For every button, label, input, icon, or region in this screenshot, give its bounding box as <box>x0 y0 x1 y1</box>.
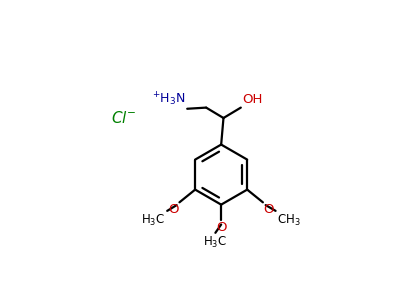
Text: Cl$^{-}$: Cl$^{-}$ <box>112 110 136 126</box>
Text: O: O <box>216 221 227 234</box>
Text: H$_3$C: H$_3$C <box>203 236 228 250</box>
Text: O: O <box>168 203 178 216</box>
Text: H$_3$C: H$_3$C <box>141 213 165 228</box>
Text: O: O <box>264 203 274 216</box>
Text: CH$_3$: CH$_3$ <box>278 213 301 228</box>
Text: OH: OH <box>243 93 263 106</box>
Text: $^{+}$H$_3$N: $^{+}$H$_3$N <box>152 91 186 108</box>
